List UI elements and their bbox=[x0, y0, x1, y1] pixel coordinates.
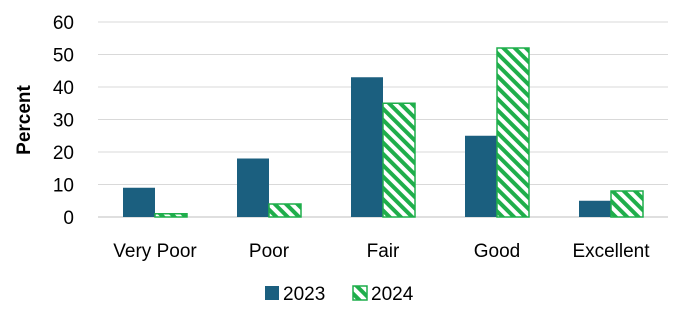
y-tick-label: 20 bbox=[53, 143, 74, 164]
legend-swatch-2023 bbox=[265, 286, 279, 300]
x-category-label: Fair bbox=[367, 241, 400, 262]
x-axis-categories: Very Poor Poor Fair Good Excellent bbox=[113, 241, 650, 262]
bar-2024-very-poor bbox=[155, 214, 187, 217]
bar-2024-poor bbox=[269, 204, 301, 217]
legend-label-2024: 2024 bbox=[371, 284, 414, 305]
y-tick-label: 30 bbox=[53, 111, 74, 132]
y-tick-label: 60 bbox=[53, 13, 74, 34]
x-category-label: Very Poor bbox=[113, 241, 197, 262]
bar-2024-good bbox=[497, 48, 529, 217]
y-tick-label: 40 bbox=[53, 78, 74, 99]
legend: 2023 2024 bbox=[265, 284, 414, 305]
legend-swatch-2024 bbox=[353, 286, 367, 300]
bar-2023-fair bbox=[351, 77, 383, 217]
y-tick-label: 10 bbox=[53, 176, 74, 197]
bar-2023-excellent bbox=[579, 201, 611, 217]
x-category-label: Excellent bbox=[572, 241, 650, 262]
bar-2024-fair bbox=[383, 103, 415, 217]
bar-2023-poor bbox=[237, 159, 269, 218]
y-tick-label: 50 bbox=[53, 46, 74, 67]
bar-2023-very-poor bbox=[123, 188, 155, 217]
y-axis-label: Percent bbox=[14, 84, 35, 154]
bar-2023-good bbox=[465, 136, 497, 217]
bar-2024-excellent bbox=[611, 191, 643, 217]
y-tick-label: 0 bbox=[63, 208, 74, 229]
x-category-label: Good bbox=[474, 241, 520, 262]
legend-label-2023: 2023 bbox=[283, 284, 325, 305]
y-axis-ticks: 0 10 20 30 40 50 60 bbox=[53, 13, 74, 229]
x-category-label: Poor bbox=[249, 241, 290, 262]
bars bbox=[123, 48, 643, 217]
